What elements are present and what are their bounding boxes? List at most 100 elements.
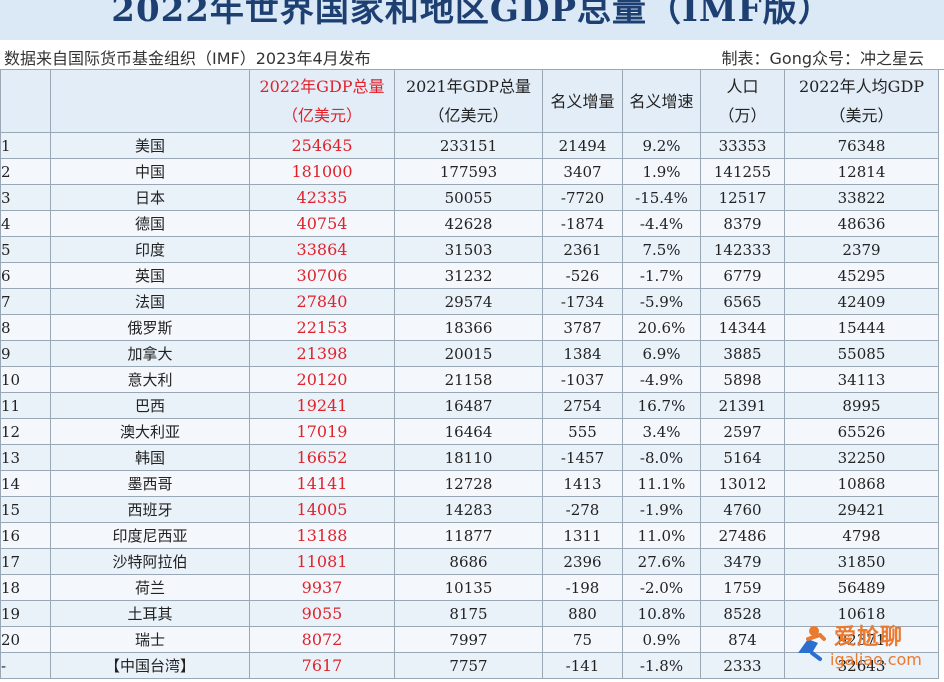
cell-country: 美国 bbox=[50, 132, 250, 159]
cell-gdp-2022: 30706 bbox=[249, 262, 395, 289]
cell-gdp-2021: 42628 bbox=[394, 210, 543, 237]
cell-gdp-per-capita: 56489 bbox=[784, 574, 939, 601]
source-bar: 数据来自国际货币基金组织（IMF）2023年4月发布 制表：Gong众号：冲之星… bbox=[0, 40, 944, 70]
cell-gdp-per-capita: 12814 bbox=[784, 158, 939, 185]
cell-gdp-2022: 21398 bbox=[249, 340, 395, 367]
cell-gdp-2022: 254645 bbox=[249, 132, 395, 159]
table-row: 8 俄罗斯 22153 18366 3787 20.6% 14344 15444 bbox=[0, 314, 939, 341]
cell-rank: 16 bbox=[0, 522, 51, 549]
cell-nominal-increase: -1734 bbox=[542, 288, 623, 315]
cell-gdp-2021: 18110 bbox=[394, 444, 543, 471]
cell-country: 法国 bbox=[50, 288, 250, 315]
cell-country: 沙特阿拉伯 bbox=[50, 548, 250, 575]
cell-nominal-increase: -198 bbox=[542, 574, 623, 601]
cell-country: 日本 bbox=[50, 184, 250, 211]
cell-population: 142333 bbox=[700, 236, 785, 263]
cell-gdp-2021: 8175 bbox=[394, 600, 543, 627]
cell-nominal-growth: -4.4% bbox=[622, 210, 701, 237]
cell-nominal-increase: -526 bbox=[542, 262, 623, 289]
cell-rank: 12 bbox=[0, 418, 51, 445]
cell-nominal-increase: -7720 bbox=[542, 184, 623, 211]
cell-nominal-increase: -1457 bbox=[542, 444, 623, 471]
cell-gdp-per-capita: 33822 bbox=[784, 184, 939, 211]
cell-population: 21391 bbox=[700, 392, 785, 419]
cell-rank: 10 bbox=[0, 366, 51, 393]
cell-rank: 17 bbox=[0, 548, 51, 575]
cell-nominal-increase: -1037 bbox=[542, 366, 623, 393]
cell-nominal-growth: 6.9% bbox=[622, 340, 701, 367]
cell-gdp-2022: 17019 bbox=[249, 418, 395, 445]
cell-gdp-per-capita: 29421 bbox=[784, 496, 939, 523]
cell-nominal-growth: -5.9% bbox=[622, 288, 701, 315]
cell-population: 1759 bbox=[700, 574, 785, 601]
cell-country: 荷兰 bbox=[50, 574, 250, 601]
cell-country: 墨西哥 bbox=[50, 470, 250, 497]
cell-gdp-2022: 14005 bbox=[249, 496, 395, 523]
table-row: 1 美国 254645 233151 21494 9.2% 33353 76348 bbox=[0, 132, 939, 159]
cell-nominal-growth: 7.5% bbox=[622, 236, 701, 263]
cell-nominal-increase: -1874 bbox=[542, 210, 623, 237]
cell-population: 33353 bbox=[700, 132, 785, 159]
cell-rank: 2 bbox=[0, 158, 51, 185]
cell-gdp-2021: 7997 bbox=[394, 626, 543, 653]
cell-nominal-growth: -8.0% bbox=[622, 444, 701, 471]
cell-nominal-growth: -15.4% bbox=[622, 184, 701, 211]
cell-gdp-per-capita: 4798 bbox=[784, 522, 939, 549]
cell-population: 6779 bbox=[700, 262, 785, 289]
table-row: 13 韩国 16652 18110 -1457 -8.0% 5164 32250 bbox=[0, 444, 939, 471]
cell-gdp-per-capita: 32250 bbox=[784, 444, 939, 471]
cell-nominal-increase: -278 bbox=[542, 496, 623, 523]
cell-rank: 9 bbox=[0, 340, 51, 367]
gdp-table: 2022年GDP总量 （亿美元） 2021年GDP总量 （亿美元） 名义增量 名义增… bbox=[0, 69, 939, 679]
cell-rank: 5 bbox=[0, 236, 51, 263]
cell-nominal-increase: 555 bbox=[542, 418, 623, 445]
cell-population: 5164 bbox=[700, 444, 785, 471]
cell-nominal-growth: 16.7% bbox=[622, 392, 701, 419]
cell-nominal-increase: 1413 bbox=[542, 470, 623, 497]
cell-country: 巴西 bbox=[50, 392, 250, 419]
table-row: 4 德国 40754 42628 -1874 -4.4% 8379 48636 bbox=[0, 210, 939, 237]
cell-gdp-2021: 16464 bbox=[394, 418, 543, 445]
table-row: 17 沙特阿拉伯 11081 8686 2396 27.6% 3479 31850 bbox=[0, 548, 939, 575]
cell-population: 2597 bbox=[700, 418, 785, 445]
cell-nominal-increase: 1311 bbox=[542, 522, 623, 549]
cell-population: 14344 bbox=[700, 314, 785, 341]
cell-gdp-per-capita: 8995 bbox=[784, 392, 939, 419]
table-row: 16 印度尼西亚 13188 11877 1311 11.0% 27486 4798 bbox=[0, 522, 939, 549]
header-nominal-growth: 名义增速 bbox=[622, 69, 701, 133]
cell-nominal-increase: 2396 bbox=[542, 548, 623, 575]
cell-nominal-growth: -1.7% bbox=[622, 262, 701, 289]
title-strip: 2022年世界国家和地区GDP总量（IMF版） bbox=[0, 0, 944, 41]
cell-gdp-2022: 40754 bbox=[249, 210, 395, 237]
data-source-note: 数据来自国际货币基金组织（IMF）2023年4月发布 bbox=[4, 49, 371, 68]
cell-country: 印度尼西亚 bbox=[50, 522, 250, 549]
cell-gdp-per-capita: 42409 bbox=[784, 288, 939, 315]
cell-gdp-2021: 20015 bbox=[394, 340, 543, 367]
cell-country: 澳大利亚 bbox=[50, 418, 250, 445]
cell-gdp-2021: 16487 bbox=[394, 392, 543, 419]
cell-gdp-2022: 8072 bbox=[249, 626, 395, 653]
table-row: - 【中国台湾】 7617 7757 -141 -1.8% 2333 32643 bbox=[0, 652, 939, 679]
cell-nominal-increase: 1384 bbox=[542, 340, 623, 367]
cell-gdp-per-capita: 65526 bbox=[784, 418, 939, 445]
cell-gdp-2021: 21158 bbox=[394, 366, 543, 393]
cell-country: 【中国台湾】 bbox=[50, 652, 250, 679]
page-title: 2022年世界国家和地区GDP总量（IMF版） bbox=[111, 0, 833, 30]
cell-gdp-2021: 7757 bbox=[394, 652, 543, 679]
header-country bbox=[50, 69, 250, 133]
header-nominal-increase: 名义增量 bbox=[542, 69, 623, 133]
cell-nominal-increase: 3787 bbox=[542, 314, 623, 341]
cell-gdp-2022: 27840 bbox=[249, 288, 395, 315]
cell-rank: 7 bbox=[0, 288, 51, 315]
cell-country: 瑞士 bbox=[50, 626, 250, 653]
table-header: 2022年GDP总量 （亿美元） 2021年GDP总量 （亿美元） 名义增量 名义增… bbox=[0, 69, 939, 133]
cell-country: 英国 bbox=[50, 262, 250, 289]
cell-country: 俄罗斯 bbox=[50, 314, 250, 341]
cell-gdp-2021: 50055 bbox=[394, 184, 543, 211]
cell-population: 4760 bbox=[700, 496, 785, 523]
cell-nominal-increase: 2361 bbox=[542, 236, 623, 263]
cell-gdp-2022: 16652 bbox=[249, 444, 395, 471]
cell-nominal-growth: 9.2% bbox=[622, 132, 701, 159]
cell-population: 2333 bbox=[700, 652, 785, 679]
cell-rank: 19 bbox=[0, 600, 51, 627]
